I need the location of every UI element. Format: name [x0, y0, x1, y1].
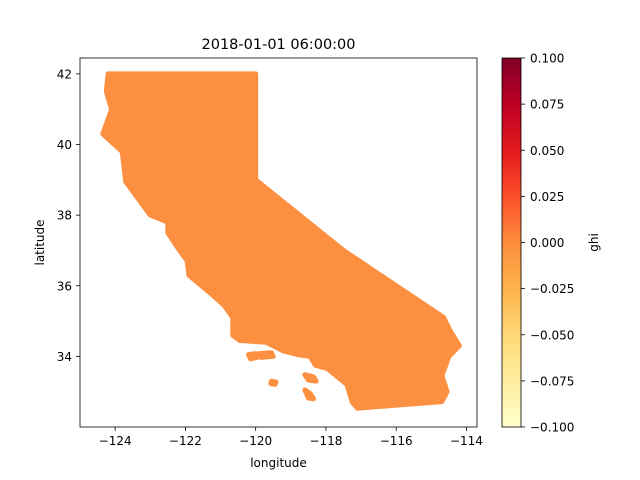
region-california [100, 71, 462, 411]
colorbar-tick-label: −0.100 [530, 421, 574, 435]
colorbar-tick-label: 0.050 [530, 144, 564, 158]
axes-frame [79, 57, 478, 428]
y-axis: 34 36 38 40 42 [57, 67, 80, 364]
plot-area [100, 71, 462, 411]
colorbar-tick-label: −0.025 [530, 282, 574, 296]
x-tick-label: −120 [239, 434, 272, 448]
y-axis-title: latitude [33, 219, 47, 265]
x-axis: −124 −122 −120 −118 −116 −114 [99, 427, 483, 448]
colorbar-tick-label: 0.075 [530, 98, 564, 112]
colorbar: −0.100 −0.075 −0.050 −0.025 0.000 0.025 0.050 0… [501, 52, 574, 435]
region-santa-cruz-island [256, 350, 276, 360]
x-tick-label: −118 [309, 434, 342, 448]
colorbar-tick-label: −0.075 [530, 374, 574, 388]
y-tick-label: 42 [57, 67, 72, 81]
y-tick-label: 40 [57, 138, 72, 152]
colorbar-gradient [502, 58, 521, 427]
x-tick-label: −114 [450, 434, 483, 448]
region-san-clemente-island [302, 387, 317, 402]
y-tick-label: 36 [57, 279, 72, 293]
colorbar-tick-label: 0.100 [530, 52, 564, 66]
x-tick-label: −122 [169, 434, 202, 448]
region-san-nicolas-island [268, 378, 279, 387]
y-tick-label: 34 [57, 350, 72, 364]
x-axis-title: longitude [250, 456, 307, 470]
region-santa-catalina-island [302, 372, 319, 384]
colorbar-tick-label: 0.025 [530, 190, 564, 204]
x-tick-label: −124 [99, 434, 132, 448]
colorbar-tick-label: 0.000 [530, 236, 564, 250]
chart-title: 2018-01-01 06:00:00 [202, 37, 356, 53]
region-santa-rosa-island [246, 351, 260, 362]
y-tick-label: 38 [57, 209, 72, 223]
x-tick-label: −116 [380, 434, 413, 448]
colorbar-label: ghi [587, 233, 601, 252]
colorbar-tick-label: −0.050 [530, 328, 574, 342]
